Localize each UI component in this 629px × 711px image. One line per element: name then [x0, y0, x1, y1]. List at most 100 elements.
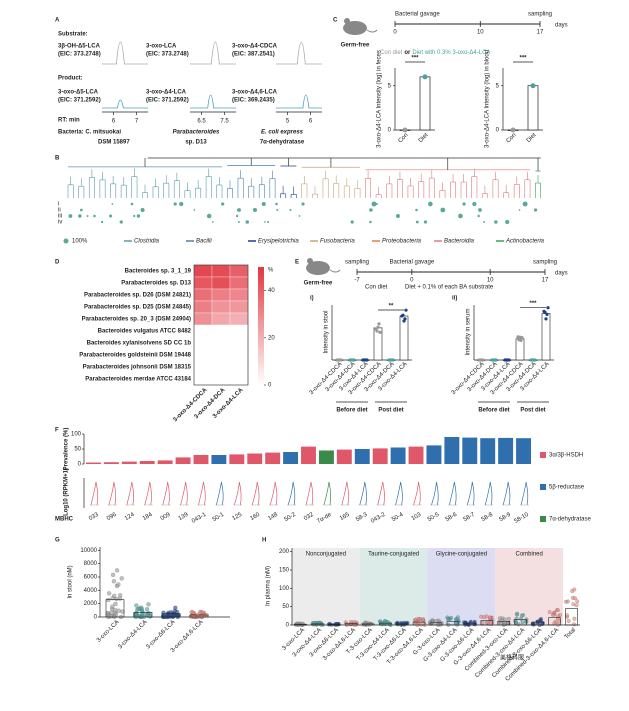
bar [412, 621, 426, 626]
heatmap-cell [211, 264, 231, 278]
dot [116, 582, 121, 587]
y-tick-label: 0 [286, 623, 290, 629]
bar [390, 447, 406, 464]
significance: ** [389, 304, 394, 310]
row-label: iii [58, 214, 62, 220]
dot [514, 616, 519, 621]
dot [488, 615, 492, 620]
colorbar-step [258, 320, 264, 324]
group-label: Post diet [520, 408, 545, 414]
dot [371, 201, 377, 207]
label: (EIC: 371.2592) [58, 98, 101, 104]
dot [398, 621, 403, 625]
bar [515, 338, 525, 361]
heatmap-cell [193, 288, 213, 302]
label: RT: min [58, 118, 80, 124]
y-axis-label: Log10 (RPKM+1) [64, 468, 70, 516]
dot [505, 219, 510, 225]
y-tick-label: 0 [78, 462, 82, 468]
x-tick-label: 033 [88, 512, 100, 523]
group-band [359, 548, 428, 625]
bar [175, 457, 191, 464]
chromatogram [102, 99, 148, 109]
dot [369, 208, 373, 212]
tick-label: 10 [487, 278, 494, 284]
bar [336, 449, 352, 464]
dot [237, 208, 241, 212]
dot [543, 310, 547, 314]
colorbar-step [258, 367, 264, 371]
heatmap-cell [211, 324, 231, 338]
bar [480, 620, 494, 626]
y-tick-label: 100 [279, 586, 290, 592]
bar [480, 438, 496, 464]
group-band [292, 548, 360, 625]
dot [369, 220, 372, 224]
dot [191, 614, 196, 619]
panel-letter: G [55, 538, 60, 544]
violin [144, 481, 152, 506]
x-tick-label: 6 [112, 119, 116, 125]
label: Parabacteroides [173, 130, 220, 136]
x-tick-label: 3-oxo-Δ4-LCA [117, 619, 148, 650]
bar [354, 449, 370, 464]
x-tick-label: 096 [106, 512, 118, 523]
significance: *** [529, 301, 537, 307]
bar [462, 437, 478, 464]
tick-label: 0 [393, 30, 397, 36]
dot [275, 202, 278, 206]
x-tick-label: 148 [267, 512, 279, 523]
dot [497, 616, 502, 621]
colorbar-step [258, 328, 264, 333]
violin [251, 481, 260, 506]
panel-letter: A [55, 18, 60, 24]
dot [133, 611, 138, 616]
x-tick-label: 50-4 [391, 512, 405, 524]
bar [516, 438, 531, 464]
dot [350, 220, 354, 224]
colorbar-tick-label: 0 [268, 383, 272, 389]
sub-label: i) [310, 296, 314, 302]
significance: *** [411, 56, 419, 62]
dot [403, 317, 407, 321]
dot [245, 220, 250, 224]
colorbar-step [258, 340, 264, 344]
label: sampling [528, 12, 552, 18]
dot [507, 616, 511, 621]
x-tick-label: Total [564, 627, 577, 640]
bar [161, 613, 181, 618]
bar [531, 621, 544, 626]
violin [413, 481, 421, 506]
label: E. coli express [261, 130, 304, 136]
violin [520, 481, 529, 506]
x-tick-label: Diet [526, 132, 538, 144]
colorbar-step [258, 284, 264, 288]
violin [449, 481, 457, 506]
heatmap-cell [229, 336, 249, 350]
heatmap-cell [211, 276, 231, 290]
row-label: Parabacteroides sp. D13 [121, 281, 191, 287]
violin [287, 481, 296, 506]
bar [294, 623, 307, 626]
chromatogram [102, 41, 148, 65]
violin [180, 481, 188, 506]
dot [479, 614, 484, 619]
colorbar-step [258, 334, 264, 339]
dot [515, 611, 520, 616]
label: 3-oxo-Δ4-LCA [146, 90, 187, 96]
heatmap-cell [193, 312, 213, 326]
bar [139, 461, 155, 464]
dot [440, 207, 446, 213]
colorbar-step [258, 311, 264, 315]
x-axis-label: MBHC [55, 517, 74, 523]
y-tick-label: 10000 [80, 548, 97, 554]
bar [301, 446, 316, 464]
heatmap-cell [193, 360, 213, 374]
panel-letter: F [55, 428, 59, 434]
label: Bacterial gavage [389, 260, 434, 266]
dot [519, 338, 523, 342]
colorbar-step [258, 299, 264, 303]
bar [345, 623, 358, 626]
label: 3-oxo-Δ5-LCA [58, 90, 99, 96]
colorbar-step [258, 275, 264, 280]
